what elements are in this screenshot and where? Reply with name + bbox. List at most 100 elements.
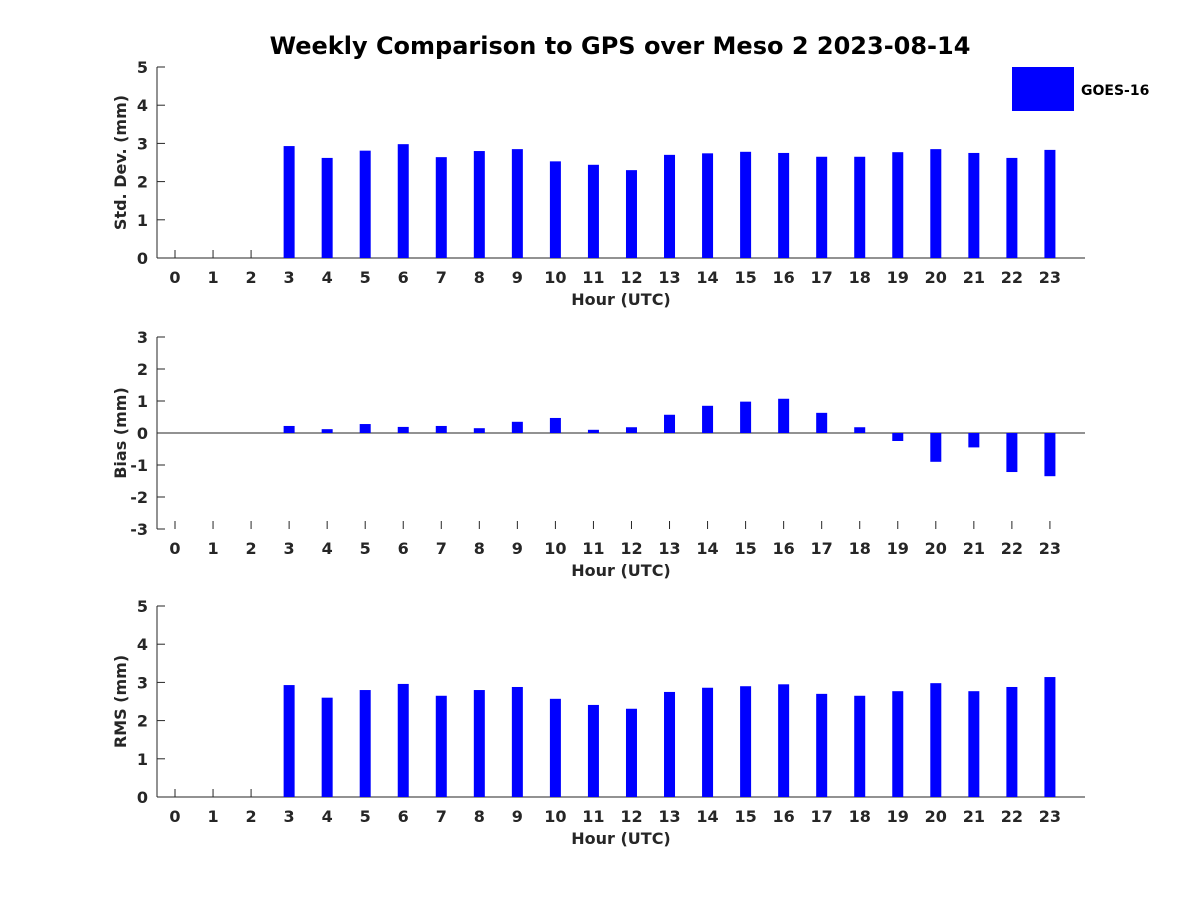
y-tick-label: 5 <box>137 58 148 77</box>
bar-stddev-hour-18 <box>854 156 866 258</box>
x-tick-label: 23 <box>1039 807 1061 826</box>
bar-bias-hour-10 <box>549 417 561 433</box>
x-axis-label: Hour (UTC) <box>571 290 671 309</box>
bar-stddev-hour-4 <box>321 157 333 258</box>
y-tick-label: 0 <box>137 788 148 807</box>
y-tick-label: 1 <box>137 392 148 411</box>
x-tick-label: 7 <box>436 807 447 826</box>
x-tick-label: 13 <box>658 268 680 287</box>
bar-bias-hour-14 <box>702 405 714 433</box>
y-axis-label: Std. Dev. (mm) <box>111 95 130 230</box>
x-tick-label: 6 <box>398 539 409 558</box>
x-tick-label: 17 <box>811 539 833 558</box>
bar-rms-hour-5 <box>359 690 371 797</box>
x-tick-label: 23 <box>1039 268 1061 287</box>
bar-rms-hour-6 <box>397 683 409 797</box>
bar-stddev-hour-5 <box>359 150 371 258</box>
bar-rms-hour-15 <box>740 686 752 797</box>
legend-label: GOES-16 <box>1081 83 1149 99</box>
y-tick-label: 3 <box>137 673 148 692</box>
bar-rms-hour-4 <box>321 697 333 797</box>
x-tick-label: 19 <box>887 539 909 558</box>
x-tick-label: 12 <box>620 268 642 287</box>
bar-rms-hour-8 <box>473 690 485 797</box>
x-tick-label: 2 <box>246 268 257 287</box>
x-tick-label: 3 <box>284 539 295 558</box>
x-tick-label: 16 <box>773 539 795 558</box>
x-tick-label: 6 <box>398 807 409 826</box>
bar-bias-hour-9 <box>511 421 523 433</box>
x-tick-label: 15 <box>734 539 756 558</box>
bar-bias-hour-18 <box>854 427 866 433</box>
x-tick-label: 2 <box>246 807 257 826</box>
x-tick-label: 19 <box>887 268 909 287</box>
x-tick-label: 20 <box>925 807 947 826</box>
x-tick-label: 5 <box>360 268 371 287</box>
bar-stddev-hour-13 <box>664 154 676 258</box>
y-tick-label: 2 <box>137 173 148 192</box>
x-tick-label: 11 <box>582 539 604 558</box>
x-tick-label: 17 <box>811 268 833 287</box>
x-tick-label: 14 <box>696 807 718 826</box>
bar-bias-hour-6 <box>397 426 409 433</box>
x-tick-label: 4 <box>322 539 333 558</box>
x-tick-label: 21 <box>963 539 985 558</box>
bar-rms-hour-22 <box>1006 686 1018 797</box>
x-tick-label: 15 <box>734 807 756 826</box>
legend-swatch <box>1012 67 1074 111</box>
x-tick-label: 9 <box>512 539 523 558</box>
x-tick-label: 7 <box>436 539 447 558</box>
x-tick-label: 1 <box>207 268 218 287</box>
bar-stddev-hour-16 <box>778 152 790 258</box>
x-tick-label: 16 <box>773 807 795 826</box>
bar-bias-hour-8 <box>473 428 485 433</box>
y-tick-label: 0 <box>137 249 148 268</box>
bar-bias-hour-13 <box>664 414 676 433</box>
bar-stddev-hour-23 <box>1044 149 1056 258</box>
x-tick-label: 22 <box>1001 268 1023 287</box>
y-tick-label: 1 <box>137 750 148 769</box>
x-tick-label: 4 <box>322 807 333 826</box>
x-tick-label: 8 <box>474 807 485 826</box>
y-tick-label: -1 <box>130 456 148 475</box>
x-tick-label: 3 <box>284 268 295 287</box>
x-tick-label: 16 <box>773 268 795 287</box>
x-tick-label: 2 <box>246 539 257 558</box>
bar-rms-hour-17 <box>816 693 828 797</box>
x-tick-label: 9 <box>512 268 523 287</box>
bar-stddev-hour-22 <box>1006 157 1018 258</box>
bar-rms-hour-18 <box>854 695 866 797</box>
bar-rms-hour-16 <box>778 684 790 797</box>
x-tick-label: 21 <box>963 807 985 826</box>
x-tick-label: 0 <box>169 268 180 287</box>
bar-stddev-hour-12 <box>625 170 637 258</box>
bar-stddev-hour-7 <box>435 157 447 258</box>
bar-bias-hour-11 <box>587 429 599 433</box>
bar-stddev-hour-8 <box>473 151 485 258</box>
x-tick-label: 3 <box>284 807 295 826</box>
x-tick-label: 13 <box>658 539 680 558</box>
x-tick-label: 4 <box>322 268 333 287</box>
bar-stddev-hour-19 <box>892 152 904 258</box>
bar-rms-hour-10 <box>549 698 561 797</box>
x-tick-label: 11 <box>582 807 604 826</box>
y-tick-label: 2 <box>137 360 148 379</box>
x-tick-label: 5 <box>360 539 371 558</box>
x-tick-label: 6 <box>398 268 409 287</box>
chart-title: Weekly Comparison to GPS over Meso 2 202… <box>270 32 971 60</box>
bar-rms-hour-19 <box>892 691 904 797</box>
bar-stddev-hour-14 <box>702 153 714 258</box>
x-tick-label: 14 <box>696 539 718 558</box>
x-tick-label: 12 <box>620 807 642 826</box>
x-tick-label: 0 <box>169 807 180 826</box>
bar-rms-hour-11 <box>587 704 599 797</box>
x-tick-label: 9 <box>512 807 523 826</box>
bar-stddev-hour-9 <box>511 149 523 258</box>
x-tick-label: 19 <box>887 807 909 826</box>
bar-rms-hour-7 <box>435 695 447 797</box>
bar-stddev-hour-17 <box>816 156 828 258</box>
bar-rms-hour-23 <box>1044 677 1056 797</box>
bar-rms-hour-13 <box>664 691 676 797</box>
